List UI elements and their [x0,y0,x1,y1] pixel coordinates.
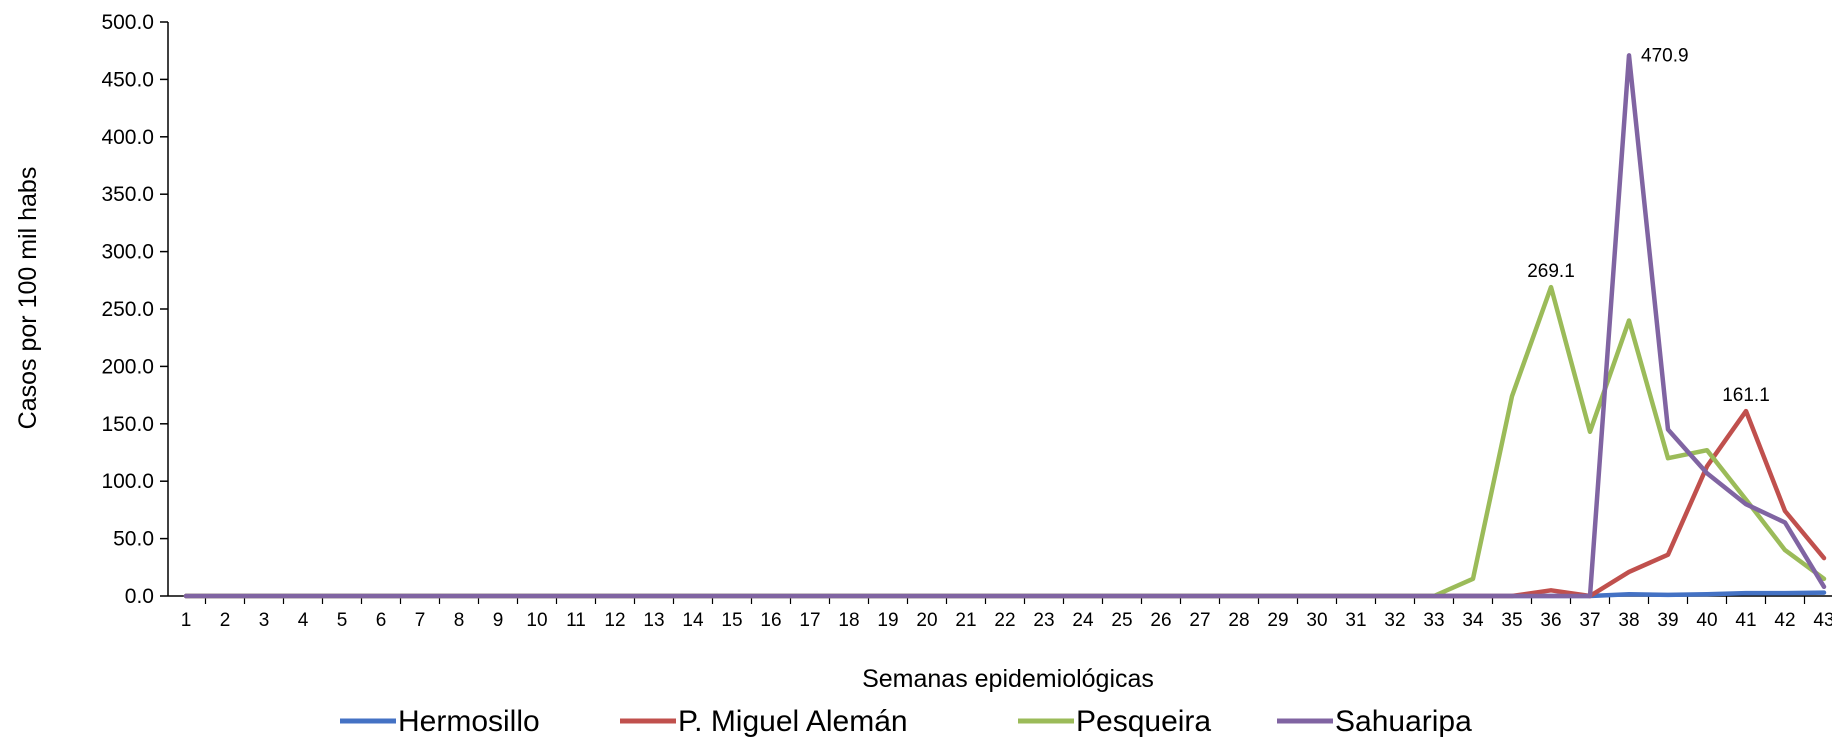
x-tick-label: 26 [1150,610,1171,631]
y-tick-label: 0.0 [125,585,154,608]
data-label-pesqueira: 269.1 [1527,261,1575,282]
x-tick-label: 28 [1228,610,1249,631]
x-tick-label: 30 [1306,610,1327,631]
series-layer [183,53,1827,599]
x-tick-label: 18 [838,610,859,631]
x-tick-label: 27 [1189,610,1210,631]
x-tick-label: 31 [1345,610,1366,631]
x-tick-label: 15 [721,610,742,631]
x-tick-label: 12 [604,610,625,631]
x-tick-label: 23 [1033,610,1054,631]
series-pesqueira [183,284,1827,599]
x-tick-label: 41 [1735,610,1756,631]
series-line-sahuaripa [183,53,1827,599]
x-tick-label: 8 [454,610,465,631]
legend-item-sahuaripa[interactable]: Sahuaripa [1277,705,1472,738]
y-tick-label: 300.0 [101,241,154,264]
x-tick-label: 29 [1267,610,1288,631]
y-tick-label: 200.0 [101,355,154,378]
x-tick-label: 36 [1540,610,1561,631]
x-tick-label: 17 [799,610,820,631]
x-tick-label: 33 [1423,610,1444,631]
x-tick-label: 1 [181,610,192,631]
x-tick-label: 34 [1462,610,1484,631]
x-tick-label: 42 [1774,610,1795,631]
series-p-miguel-aleman [183,408,1827,599]
x-tick-label: 40 [1696,610,1717,631]
y-axis-title: Casos por 100 mil habs [14,167,42,430]
y-tick-label: 100.0 [101,470,154,493]
x-tick-label: 13 [643,610,664,631]
x-tick-label: 25 [1111,610,1132,631]
legend-label: P. Miguel Alemán [678,705,908,738]
x-tick-label: 35 [1501,610,1522,631]
legend-label: Pesqueira [1076,705,1211,738]
series-line-pesqueira [183,284,1827,599]
x-tick-label: 6 [376,610,387,631]
series-line-p-miguel-aleman [183,408,1827,599]
x-tick-label: 2 [220,610,231,631]
y-tick-label: 150.0 [101,413,154,436]
legend-item-hermosillo[interactable]: Hermosillo [340,705,540,738]
x-tick-label: 14 [682,610,704,631]
x-axis-title: Semanas epidemiológicas [862,665,1154,693]
legend: Hermosillo P. Miguel Alemán Pesqueira Sahua… [340,705,1472,738]
x-tick-label: 10 [526,610,547,631]
x-tick-label: 9 [493,610,504,631]
x-tick-label: 7 [415,610,426,631]
y-tick-label: 50.0 [113,528,154,551]
x-axis: 1 2 3 4 5 6 7 8 9 10 11 12 13 14 15 16 17 18 19 20 21 22 23 24 2… [168,595,1832,631]
y-tick-label: 500.0 [101,11,154,34]
x-tick-label: 3 [259,610,270,631]
data-label-p-miguel-aleman: 161.1 [1722,385,1770,406]
x-tick-label: 22 [994,610,1015,631]
y-tick-label: 450.0 [101,68,154,91]
x-tick-label: 5 [337,610,348,631]
x-tick-label: 39 [1657,610,1678,631]
x-tick-label: 37 [1579,610,1600,631]
x-tick-label: 19 [877,610,898,631]
legend-item-pesqueira[interactable]: Pesqueira [1018,705,1211,738]
x-tick-label: 20 [916,610,937,631]
x-tick-label: 21 [955,610,976,631]
legend-label: Hermosillo [398,705,540,738]
y-tick-label: 350.0 [101,183,154,206]
x-tick-label: 24 [1072,610,1094,631]
legend-item-p-miguel-aleman[interactable]: P. Miguel Alemán [620,705,908,738]
legend-label: Sahuaripa [1335,705,1472,738]
y-tick-label: 400.0 [101,126,154,149]
data-labels: 470.9 269.1 161.1 [1527,45,1770,406]
x-tick-label: 43 [1813,610,1832,631]
y-axis: 0.0 50.0 100.0 150.0 200.0 250.0 300.0 350.0 400… [101,11,169,608]
x-tick-label: 38 [1618,610,1639,631]
y-tick-label: 250.0 [101,298,154,321]
x-tick-label: 32 [1384,610,1405,631]
x-tick-label: 4 [298,610,309,631]
series-sahuaripa [183,53,1827,599]
x-tick-label: 11 [566,610,586,631]
data-label-sahuaripa: 470.9 [1641,45,1689,66]
x-tick-label: 16 [760,610,781,631]
